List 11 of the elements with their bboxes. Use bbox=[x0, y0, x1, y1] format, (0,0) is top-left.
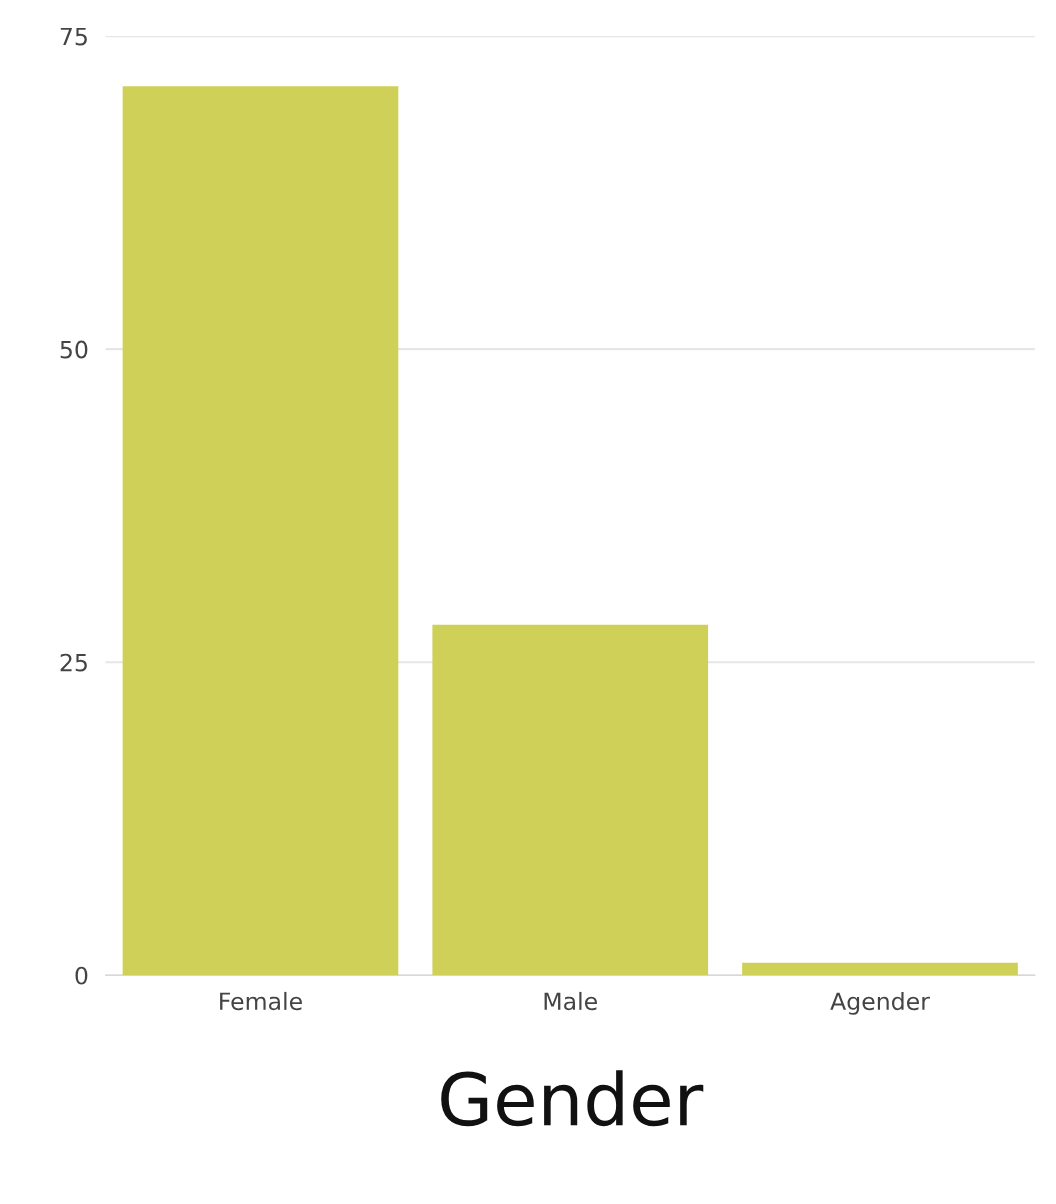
y-tick-label: 50 bbox=[60, 340, 88, 359]
x-axis-title: Gender bbox=[441, 1070, 704, 1127]
x-tick-label: Male bbox=[544, 991, 597, 1011]
y-tick-label: 0 bbox=[75, 966, 88, 985]
bar bbox=[432, 624, 709, 976]
y-tick-label: 75 bbox=[60, 27, 87, 46]
bar bbox=[742, 962, 1018, 976]
y-tick-label: 25 bbox=[60, 653, 87, 672]
x-tick-label: Female bbox=[220, 991, 302, 1011]
x-tick-label: Agender bbox=[830, 991, 930, 1015]
bar bbox=[122, 86, 399, 976]
